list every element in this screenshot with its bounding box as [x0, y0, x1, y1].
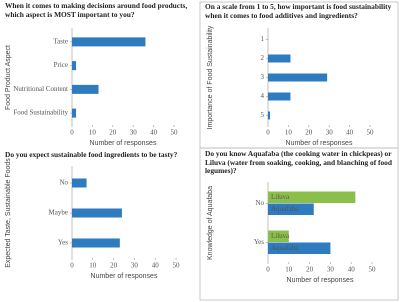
chart-title: On a scale from 1 to 5, how important is… [205, 2, 392, 20]
x-tick-label: 50 [173, 262, 181, 270]
x-tick-label: 40 [348, 266, 356, 274]
x-tick-label: 20 [110, 262, 118, 270]
x-tick-label: 20 [306, 266, 314, 274]
y-tick-label: Yes [58, 239, 68, 247]
x-tick-label: 50 [369, 266, 377, 274]
x-tick-label: 50 [171, 129, 179, 137]
bar-series-label: Aquafaba [271, 244, 299, 252]
panel-frame [199, 147, 399, 301]
y-tick-label: No [255, 199, 264, 207]
x-tick-label: 20 [305, 129, 313, 137]
bar-series-label: Liluva [271, 232, 290, 240]
x-tick-label: 30 [130, 129, 138, 137]
y-axis-label: Food Product Aspect [5, 45, 12, 110]
x-tick-label: 20 [109, 129, 117, 137]
x-tick-label: 40 [152, 262, 160, 270]
bar [72, 61, 77, 71]
y-axis-label: Knowledge of Aquafaba [207, 186, 214, 260]
x-axis-label: Number of responses [286, 140, 353, 147]
chart-title: Do you expect sustainable food ingredien… [5, 150, 178, 159]
y-tick-label: Taste [53, 37, 68, 45]
chart-title: Do you know Aquafaba (the cooking water … [205, 149, 392, 176]
x-axis-label: Number of responses [287, 277, 354, 284]
y-tick-label: 1 [261, 35, 265, 43]
x-tick-label: 0 [70, 129, 74, 137]
x-tick-label: 0 [266, 266, 270, 274]
x-tick-label: 10 [285, 129, 293, 137]
y-tick-label: No [59, 179, 68, 187]
bar [268, 191, 356, 203]
y-tick-label: 5 [261, 111, 265, 119]
x-tick-label: 40 [346, 129, 354, 137]
bar [268, 92, 291, 101]
bar [72, 238, 120, 248]
bar-series-label: Aquafaba [271, 205, 299, 213]
chart-title: When it comes to making decisions around… [5, 1, 188, 19]
bar [72, 108, 77, 118]
bar [72, 178, 87, 188]
x-tick-label: 50 [367, 129, 375, 137]
y-tick-label: 4 [261, 92, 265, 100]
bar [268, 54, 291, 63]
x-tick-label: 30 [327, 266, 335, 274]
y-tick-label: 2 [261, 54, 265, 62]
y-tick-label: Yes [254, 238, 264, 246]
x-axis-label: Number of responses [90, 140, 157, 147]
x-tick-label: 10 [285, 266, 293, 274]
x-tick-label: 0 [70, 262, 74, 270]
bar [268, 73, 328, 82]
bar [268, 111, 271, 120]
y-tick-label: Nutritional Content [13, 85, 68, 93]
y-tick-label: 3 [261, 73, 265, 81]
x-tick-label: 40 [150, 129, 158, 137]
x-tick-label: 10 [89, 129, 97, 137]
y-tick-label: Maybe [49, 209, 68, 217]
bar [268, 203, 314, 215]
x-tick-label: 10 [89, 262, 97, 270]
y-axis-label: Importance of Food Sustainability [207, 25, 214, 129]
bar [72, 37, 146, 47]
x-axis-label: Number of responses [91, 273, 158, 280]
bar [268, 242, 331, 254]
x-tick-label: 30 [131, 262, 139, 270]
bar [72, 84, 99, 94]
x-tick-label: 30 [326, 129, 334, 137]
bar [72, 208, 122, 218]
y-axis-label: Expected Taste, Sustainable Foods [5, 158, 12, 268]
bar-series-label: Liluva [271, 193, 290, 201]
y-tick-label: Price [54, 61, 68, 69]
bar [268, 230, 289, 242]
y-tick-label: Food Sustainability [13, 109, 68, 117]
x-tick-label: 0 [266, 129, 270, 137]
